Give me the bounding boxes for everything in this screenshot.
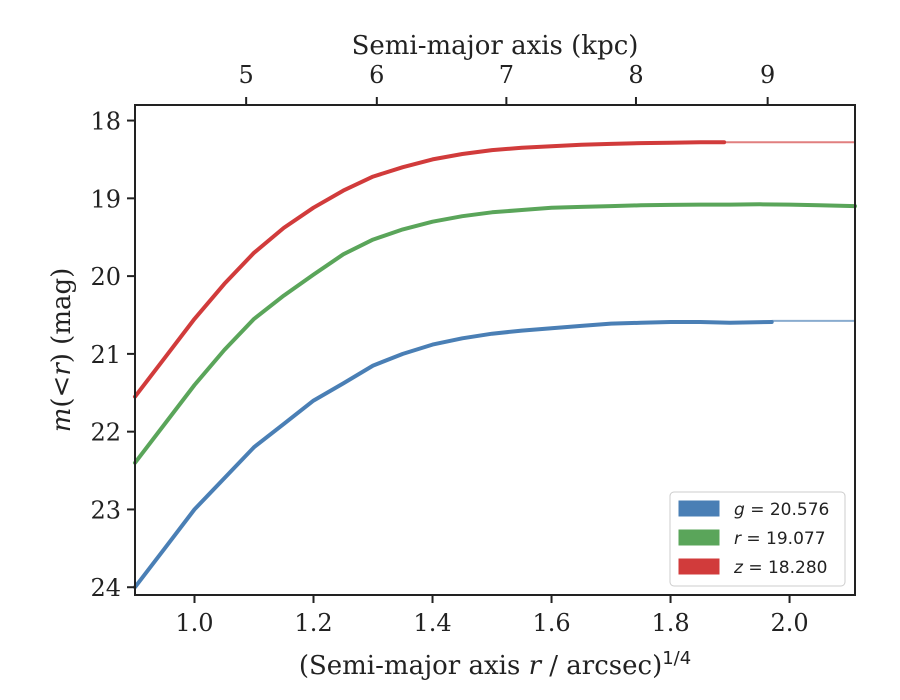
y-tick-label: 22	[90, 419, 121, 447]
x-axis-title: (Semi-major axis r / arcsec)1/4	[299, 648, 691, 681]
y-axis-title: m(<r) (mag)	[47, 268, 77, 433]
x-tick-label: 1.2	[294, 609, 332, 637]
y-axis: 18 19 20 21 22 23 24	[90, 108, 135, 602]
y-tick-label: 23	[90, 496, 121, 524]
x-axis: 1.0 1.2 1.4 1.6 1.8 2.0	[175, 595, 809, 637]
plot-frame	[134, 104, 856, 596]
y-tick-label: 21	[90, 341, 121, 369]
y-tick-label: 24	[90, 574, 121, 602]
legend-label-r: r = 19.077	[734, 529, 826, 549]
legend-swatch-g	[678, 500, 720, 517]
x-tick-label: 1.0	[175, 609, 213, 637]
legend-label-g: g = 20.576	[734, 500, 829, 520]
top-tick-label: 5	[239, 61, 254, 89]
plot-area	[133, 140, 857, 590]
y-tick-label: 19	[90, 185, 121, 213]
legend-swatch-z	[678, 558, 720, 575]
top-tick-label: 8	[628, 61, 643, 89]
x-tick-label: 1.6	[532, 609, 570, 637]
legend: g = 20.576 r = 19.077 z = 18.280	[669, 491, 846, 587]
y-tick-label: 18	[90, 108, 121, 136]
top-tick-label: 7	[499, 61, 514, 89]
x-tick-label: 2.0	[770, 609, 808, 637]
top-tick-label: 9	[760, 61, 775, 89]
top-axis-title: Semi-major axis (kpc)	[352, 31, 639, 61]
series-line-r	[133, 202, 857, 465]
legend-label-z: z = 18.280	[733, 558, 827, 578]
series-line-g	[133, 320, 774, 590]
top-tick-label: 6	[369, 61, 384, 89]
x-tick-label: 1.8	[651, 609, 689, 637]
top-axis: 5 6 7 8 9	[239, 61, 775, 105]
legend-swatch-r	[678, 529, 720, 546]
x-tick-label: 1.4	[413, 609, 451, 637]
series-line-z	[133, 140, 727, 399]
y-tick-label: 20	[90, 263, 121, 291]
